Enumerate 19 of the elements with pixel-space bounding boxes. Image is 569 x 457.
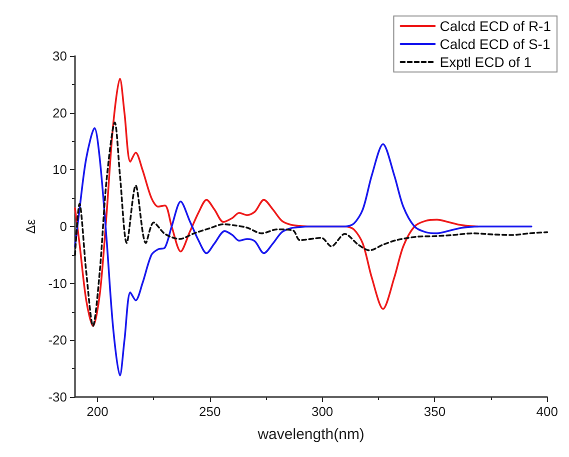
y-tick-label: 20 (52, 105, 67, 120)
legend-label: Exptl ECD of 1 (440, 54, 532, 70)
y-tick-label: -20 (48, 332, 67, 348)
y-axis-title: Δε (23, 219, 38, 234)
legend-label: Calcd ECD of R-1 (440, 18, 552, 34)
x-tick-label: 250 (199, 404, 221, 419)
line-series (74, 127, 532, 376)
y-tick-label: 10 (52, 162, 67, 178)
y-tick-label: 0 (60, 219, 67, 234)
x-tick-label: 400 (536, 404, 558, 419)
y-tick-label: -30 (48, 390, 67, 404)
x-tick-label: 200 (86, 404, 108, 419)
legend-label: Calcd ECD of S-1 (440, 36, 550, 52)
y-tick-label: -10 (48, 276, 67, 291)
x-tick-label: 350 (424, 404, 446, 419)
y-tick-label: 30 (52, 48, 67, 64)
line-series (74, 122, 548, 327)
x-tick-label: 300 (311, 404, 334, 419)
x-axis-title: wavelength(nm) (256, 426, 364, 443)
